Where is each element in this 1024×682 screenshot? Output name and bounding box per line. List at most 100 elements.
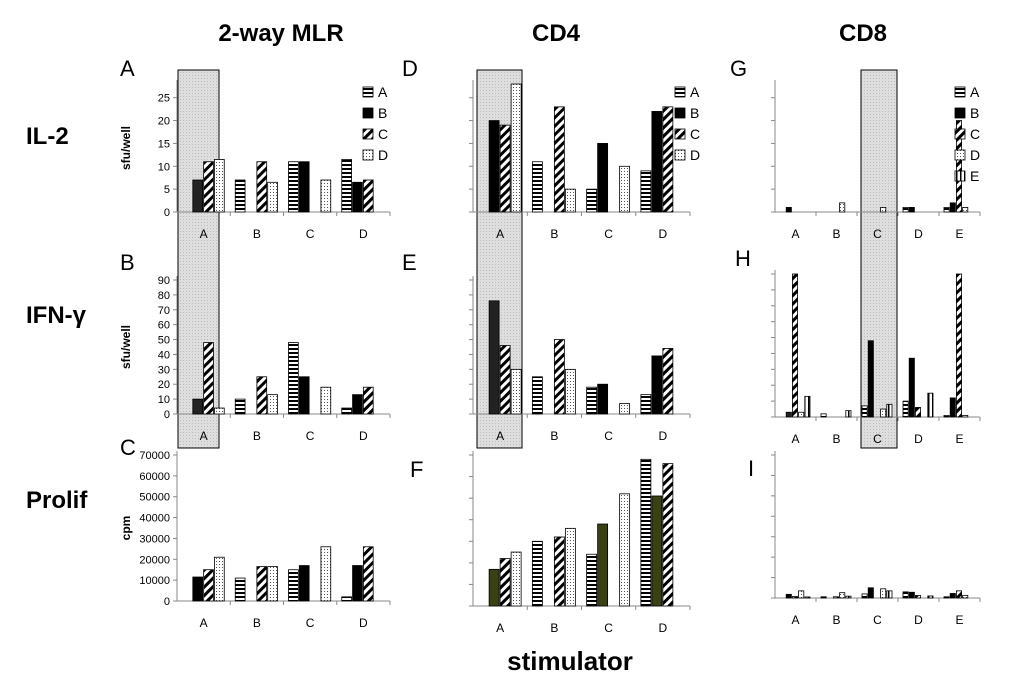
y-tick-label: 40 <box>158 349 170 361</box>
bar-g-e-a <box>943 207 950 213</box>
x-tick-label: D <box>914 432 923 446</box>
bar-e-b-c <box>553 339 565 415</box>
bar-f-c-b <box>597 523 609 607</box>
bar-i-b-e <box>845 595 852 599</box>
y-tick-label: 20 <box>158 379 170 391</box>
bar-b-a-c <box>203 342 214 415</box>
y-axis-label: cpm <box>119 516 133 541</box>
bar-i-d-e <box>927 595 934 599</box>
bar-f-d-c <box>662 463 674 607</box>
x-tick-label: B <box>832 432 840 446</box>
bar-d-a-b <box>488 120 500 213</box>
bar-h-a-e <box>804 395 811 418</box>
panel-letter-h: H <box>735 246 751 271</box>
x-tick-label: D <box>659 429 668 443</box>
bar-c-b-c <box>256 566 268 602</box>
x-tick-label: B <box>253 429 261 443</box>
legend-swatch-d <box>674 149 686 161</box>
legend-swatch-d <box>362 149 374 161</box>
bar-b-a-d <box>214 407 225 415</box>
bar-i-e-c <box>956 590 963 599</box>
y-tick-label: 5 <box>164 184 170 196</box>
bar-e-a-c <box>499 345 511 415</box>
y-tick-label: 60 <box>158 320 170 332</box>
bar-d-a-d <box>510 83 522 213</box>
panel-c: C 0 10000 20000 30000 40000 50000 60000 70000 cpm… <box>119 435 391 630</box>
x-tick-label: B <box>253 616 261 630</box>
x-tick-label: B <box>550 227 558 241</box>
column-title-cd8: CD8 <box>839 20 887 47</box>
panel-b: B 0 10 20 30 40 50 60 70 80 90 sfu/well A B C D <box>119 250 391 443</box>
y-tick-label: 0 <box>164 596 170 608</box>
legend-swatch-c <box>674 128 686 140</box>
x-tick-label: E <box>955 613 963 627</box>
bar-h-e-b <box>949 397 956 418</box>
y-axis-label: sfu/well <box>119 126 133 170</box>
panel-letter-b: B <box>120 250 135 275</box>
bar-c-b-d <box>267 566 278 602</box>
bar-b-b-c <box>256 376 268 415</box>
bar-c-d-c <box>362 546 374 602</box>
bar-h-c-a <box>861 405 868 418</box>
bar-e-a-d <box>510 368 522 415</box>
bar-f-d-b <box>651 495 663 607</box>
x-tick-label: A <box>791 432 799 446</box>
bar-i-c-a <box>861 593 868 599</box>
bar-a-b-c <box>256 161 268 213</box>
panel-h: H A B C D E <box>735 246 981 446</box>
bar-h-d-c <box>915 407 922 418</box>
y-tick-label: 20 <box>158 116 170 128</box>
legend-swatch-b <box>674 107 686 119</box>
x-tick-label: D <box>659 621 668 635</box>
y-axis-label: sfu/well <box>119 325 133 369</box>
bar-c-c-a <box>288 569 299 602</box>
bar-h-e-d <box>962 415 969 418</box>
bar-a-a-c <box>203 161 214 213</box>
bar-c-a-d <box>214 556 225 602</box>
bar-e-c-d <box>619 403 631 415</box>
legend-swatch-a <box>674 86 686 98</box>
x-tick-label: D <box>359 616 368 630</box>
bar-c-c-b <box>298 565 310 602</box>
bar-i-d-b <box>908 591 915 599</box>
legend-label-c: C <box>378 126 388 142</box>
y-tick-label: 0 <box>164 409 170 421</box>
bar-b-c-b <box>298 376 310 415</box>
bar-d-c-b <box>597 143 609 213</box>
bar-i-a-b <box>785 593 792 599</box>
x-tick-label: D <box>914 227 923 241</box>
bar-i-b-d <box>839 592 846 599</box>
bar-h-d-e <box>927 392 934 418</box>
bar-g-c-d <box>880 207 887 213</box>
x-tick-label: C <box>873 613 882 627</box>
bar-f-d-a <box>640 458 652 607</box>
legend-label-b: B <box>970 105 979 121</box>
bar-a-a-b <box>192 179 204 213</box>
legend-label-d: D <box>970 147 980 163</box>
bar-g-d-b <box>908 207 915 213</box>
panel-e: E A B C D <box>402 250 691 443</box>
bar-d-b-d <box>564 188 576 213</box>
bar-d-b-a <box>531 161 543 213</box>
bar-i-d-a <box>902 591 909 599</box>
legend-label-c: C <box>970 126 980 142</box>
legend-label-d: D <box>690 147 700 163</box>
bar-c-d-b <box>352 565 363 602</box>
bar-f-b-d <box>564 527 576 607</box>
bar-i-e-d <box>962 594 969 599</box>
panel-letter-e: E <box>402 250 417 275</box>
legend-swatch-d <box>954 149 966 161</box>
bar-c-b-a <box>234 577 246 602</box>
bar-h-b-e <box>845 410 852 418</box>
panel-letter-f: F <box>410 457 423 482</box>
y-tick-label: 20000 <box>139 554 170 566</box>
x-tick-label: C <box>873 432 882 446</box>
panel-letter-g: G <box>730 56 747 81</box>
row-title-ifn: IFN-γ <box>26 302 87 329</box>
y-tick-label: 40000 <box>139 513 170 525</box>
legend-swatch-c <box>362 128 374 140</box>
